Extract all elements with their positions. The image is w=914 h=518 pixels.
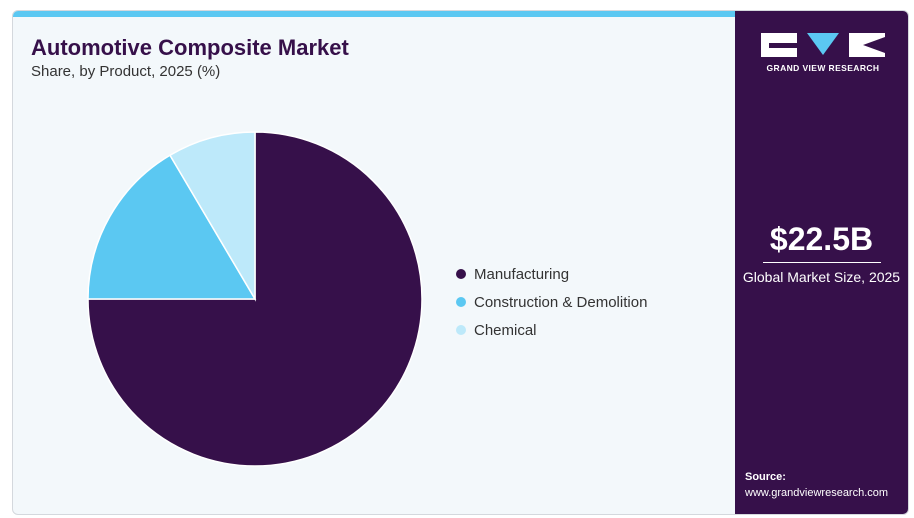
source-label: Source:: [745, 471, 786, 483]
logo-text: GRAND VIEW RESEARCH: [766, 63, 880, 73]
chart-subtitle: Share, by Product, 2025 (%): [31, 63, 221, 80]
pie-slice-construction-demolition: [87, 154, 257, 300]
market-size-value: $22.5B: [769, 221, 874, 257]
chart-title: Automotive Composite Market: [31, 35, 349, 60]
legend-label: Construction & Demolition: [474, 293, 648, 311]
legend-item: Construction & Demolition: [456, 288, 647, 316]
pie-chart: [87, 131, 423, 467]
pie-slice-manufacturing: [87, 131, 423, 467]
chart-card: Automotive Composite Market Share, by Pr…: [12, 10, 909, 515]
chart-legend: Manufacturing Construction & Demolition Ch…: [456, 260, 647, 344]
pie-slice-chemical: [168, 131, 256, 302]
legend-label: Chemical: [474, 321, 537, 339]
legend-item: Manufacturing: [456, 260, 647, 288]
side-panel: GRAND VIEW RESEARCH $22.5B Global Market…: [735, 11, 908, 514]
market-size-label: Global Market Size, 2025: [742, 269, 901, 285]
source-url: www.grandviewresearch.com: [745, 487, 889, 499]
brand-logo: GRAND VIEW RESEARCH: [761, 33, 885, 73]
legend-swatch: [456, 297, 466, 307]
top-accent-bar: [13, 11, 735, 17]
logo-mark-icon: [761, 33, 885, 57]
legend-item: Chemical: [456, 316, 647, 344]
legend-swatch: [456, 325, 466, 335]
legend-swatch: [456, 269, 466, 279]
market-size-divider: [763, 262, 881, 263]
legend-label: Manufacturing: [474, 265, 570, 283]
